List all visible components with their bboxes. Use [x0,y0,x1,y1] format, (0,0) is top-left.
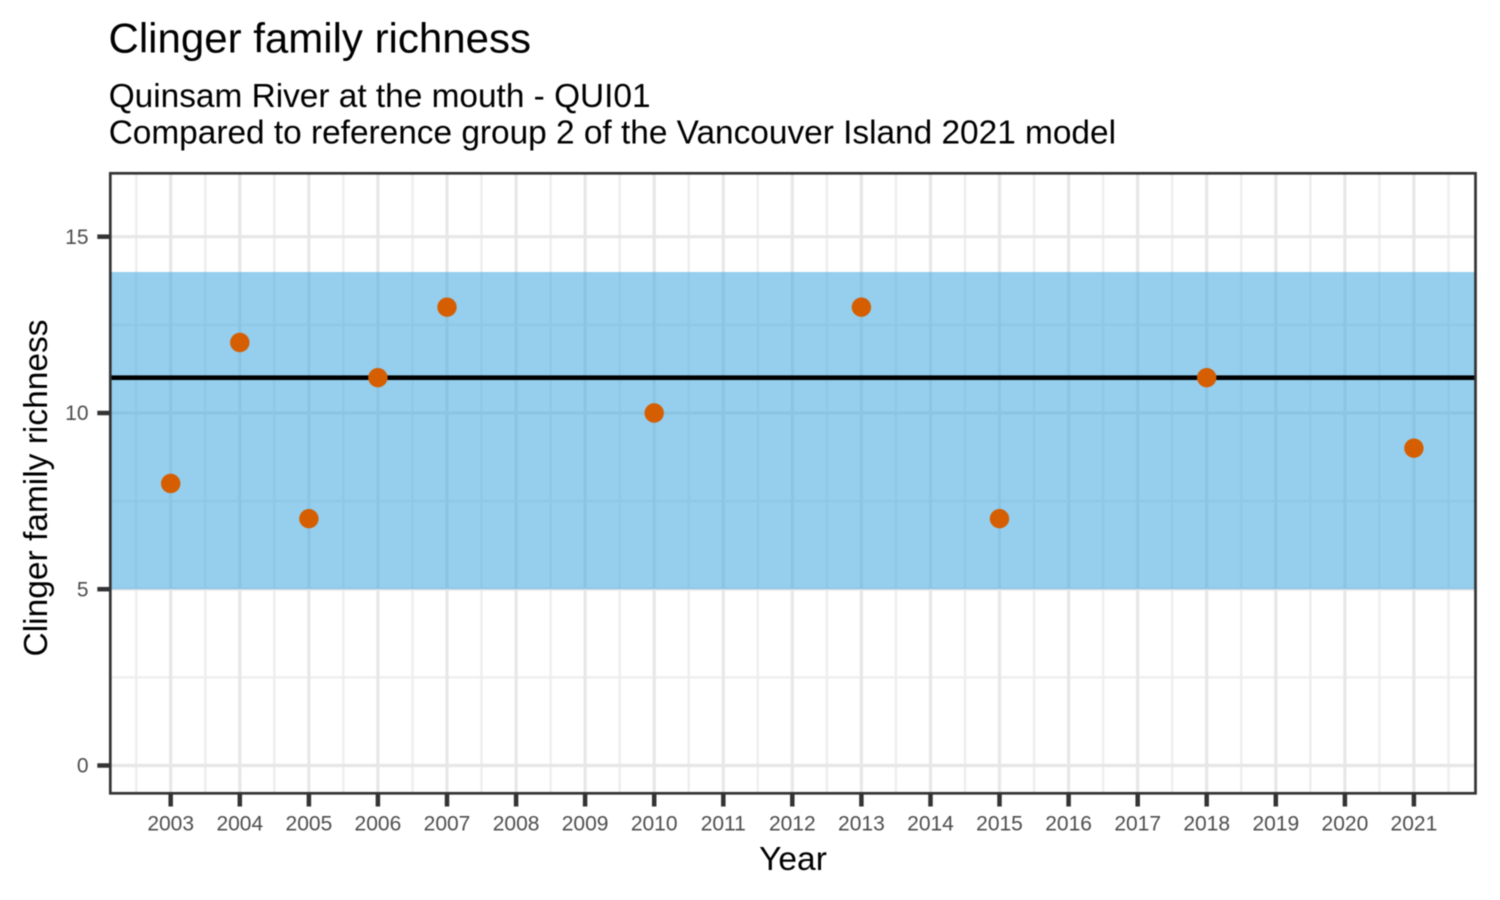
svg-text:2004: 2004 [216,813,263,836]
svg-text:2011: 2011 [701,813,746,836]
svg-text:Compared to reference group 2: Compared to reference group 2 of the Van… [109,115,1116,152]
svg-text:2016: 2016 [1045,813,1092,836]
svg-text:2019: 2019 [1252,813,1299,836]
svg-text:2017: 2017 [1114,813,1161,836]
svg-text:10: 10 [65,402,88,425]
svg-text:2007: 2007 [424,813,471,836]
svg-text:0: 0 [77,755,89,778]
svg-text:Year: Year [759,841,827,878]
svg-text:2006: 2006 [355,813,402,836]
svg-text:2014: 2014 [907,813,954,836]
svg-text:Clinger family richness: Clinger family richness [109,15,531,62]
svg-text:5: 5 [77,578,89,601]
svg-text:2009: 2009 [562,813,609,836]
svg-text:Clinger family richness: Clinger family richness [18,320,55,657]
svg-text:2020: 2020 [1322,813,1369,836]
svg-text:2018: 2018 [1183,813,1230,836]
svg-text:2013: 2013 [838,813,885,836]
svg-text:2021: 2021 [1391,813,1438,836]
svg-text:2012: 2012 [769,813,816,836]
svg-text:Quinsam River at the mouth - Q: Quinsam River at the mouth - QUI01 [109,78,651,115]
svg-text:2015: 2015 [976,813,1023,836]
svg-text:2005: 2005 [286,813,333,836]
svg-text:2010: 2010 [631,813,678,836]
svg-text:2003: 2003 [147,813,194,836]
svg-text:2008: 2008 [493,813,540,836]
svg-text:15: 15 [65,226,88,249]
